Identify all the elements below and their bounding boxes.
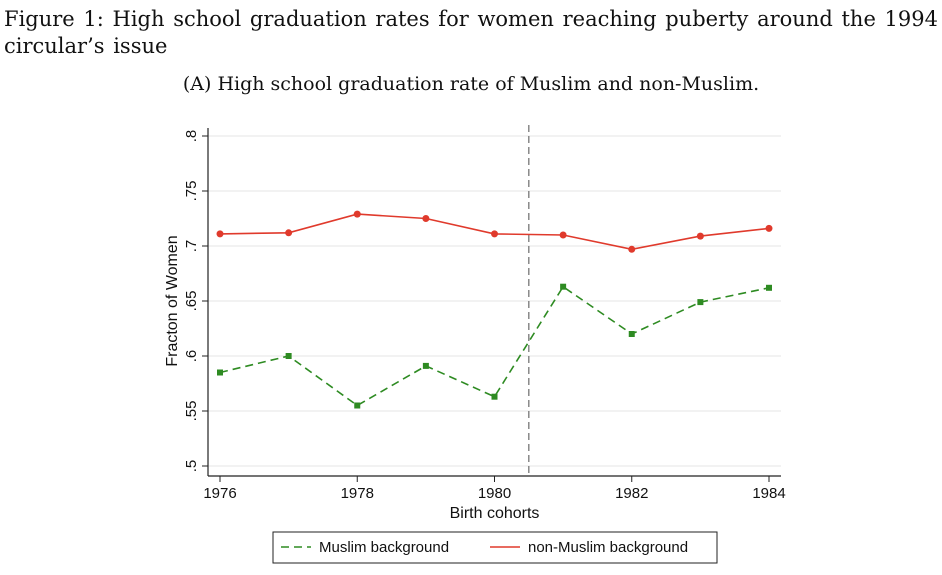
x-tick-label: 1982 — [615, 485, 648, 502]
panel-caption: (A) High school graduation rate of Musli… — [182, 73, 760, 95]
data-point-circle — [559, 231, 567, 239]
x-tick-label: 1976 — [203, 485, 236, 502]
data-point-circle — [422, 215, 430, 222]
data-point-square — [766, 284, 772, 291]
axes — [207, 128, 781, 477]
series-non-muslim — [216, 210, 773, 253]
data-point-square — [354, 402, 361, 409]
data-point-square — [217, 369, 223, 376]
x-tick-label: 1984 — [752, 485, 785, 502]
series-muslim — [217, 283, 772, 409]
y-tick-label: .5 — [183, 460, 200, 473]
data-point-square — [422, 362, 429, 369]
legend: Muslim background non-Muslim background — [272, 531, 718, 564]
y-tick-label: .8 — [183, 130, 200, 143]
y-tick-label: .75 — [183, 181, 200, 202]
data-point-square — [491, 393, 498, 400]
data-point-square — [697, 299, 704, 306]
y-tick-label: .55 — [183, 401, 200, 422]
data-point-circle — [696, 232, 704, 240]
data-point-circle — [216, 230, 224, 238]
y-axis-title: Fracton of Women — [164, 235, 181, 366]
grid-lines — [208, 135, 781, 467]
data-point-circle — [628, 245, 636, 253]
y-tick-label: .6 — [183, 350, 200, 363]
data-point-square — [628, 331, 635, 337]
data-point-square — [285, 353, 292, 359]
legend-label: non-Muslim background — [528, 539, 688, 556]
figure-caption: Figure 1: High school graduation rates f… — [4, 7, 938, 58]
x-ticks: 1976 1978 1980 1982 1984 — [203, 476, 786, 502]
data-point-circle — [353, 210, 361, 218]
y-tick-label: .7 — [183, 240, 200, 253]
x-tick-label: 1980 — [478, 485, 511, 502]
x-axis-title: Birth cohorts — [450, 505, 540, 522]
data-point-square — [560, 283, 567, 290]
data-point-circle — [491, 230, 498, 238]
y-tick-label: .65 — [183, 291, 200, 312]
data-point-circle — [285, 229, 293, 237]
series-line — [219, 285, 770, 407]
data-point-circle — [765, 224, 773, 232]
legend-label: Muslim background — [319, 539, 449, 556]
y-ticks: .5 .55 .6 .65 .7 .75 .8 — [183, 130, 208, 473]
x-tick-label: 1978 — [341, 485, 374, 502]
series-group — [216, 210, 773, 409]
